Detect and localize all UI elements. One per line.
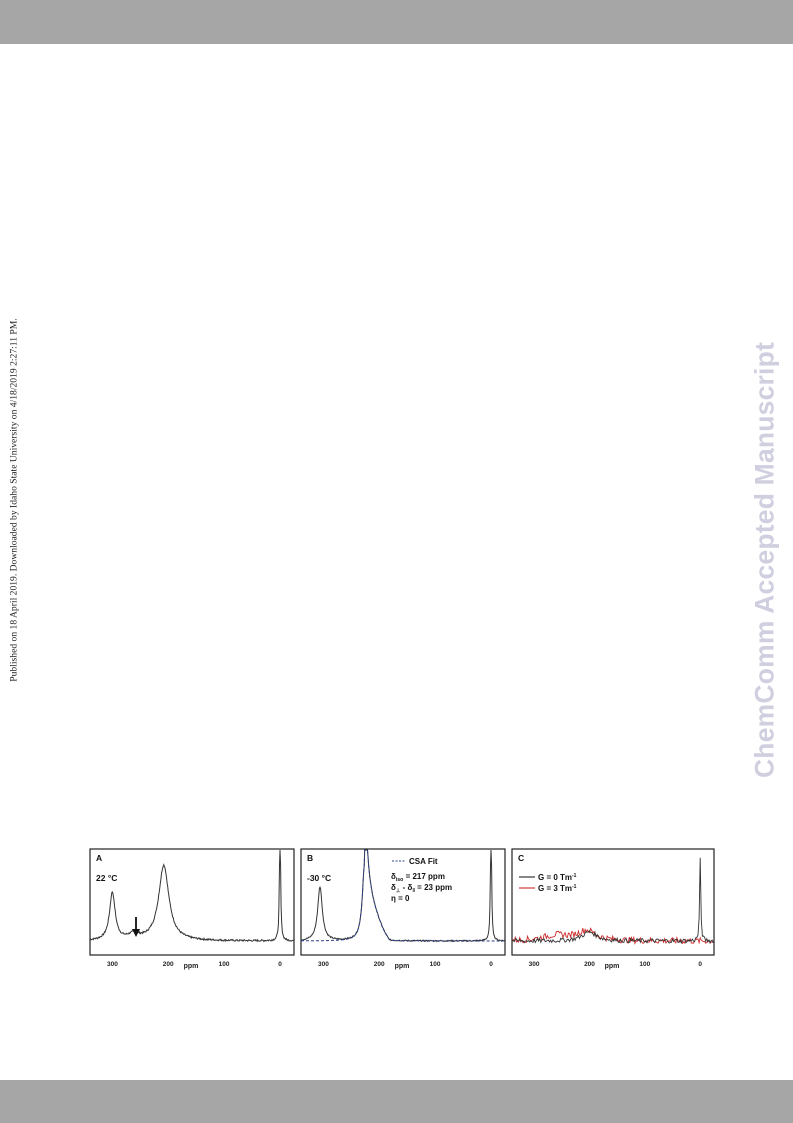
- panel-a-xlabel: ppm: [184, 963, 199, 970]
- panel-b-tick-0: 0: [489, 961, 493, 968]
- panel-c-tick-300: 300: [529, 961, 540, 968]
- panel-b-tick-200: 200: [374, 961, 385, 968]
- panel-b-letter: B: [307, 853, 313, 863]
- panel-c-legend-label-0t: G = 0 Tm-1: [538, 873, 577, 882]
- arrow-icon: [132, 917, 140, 937]
- panel-c-spectrum-0t: [511, 857, 714, 944]
- panel-c-letter: C: [518, 853, 524, 863]
- panel-b-temperature: -30 °C: [307, 873, 331, 883]
- panel-c-tick-0: 0: [698, 961, 702, 968]
- panel-a-tick-200: 200: [163, 961, 174, 968]
- panel-c-tick-100: 100: [639, 961, 650, 968]
- panel-a-tick-0: 0: [278, 961, 282, 968]
- footer-bar: [0, 1080, 793, 1123]
- panel-c-frame: [511, 848, 715, 956]
- panel-b-tick-100: 100: [430, 961, 441, 968]
- panel-b-csa-fit: [301, 849, 505, 942]
- panel-b: B -30 °C CSA Fit δiso = 217 ppm δ⊥ - δǁ …: [300, 848, 506, 970]
- panel-c-spectrum-3t: [511, 927, 714, 945]
- panel-b-tick-300: 300: [318, 961, 329, 968]
- nmr-figure: A 22 °C 300 200 100 0 ppm B -30 °C CSA F…: [88, 845, 716, 973]
- panel-b-param-eta: η = 0: [391, 894, 410, 903]
- panel-a: A 22 °C 300 200 100 0 ppm: [89, 848, 295, 970]
- panel-a-tick-100: 100: [219, 961, 230, 968]
- panel-b-param-iso: δiso = 217 ppm: [391, 872, 445, 883]
- panel-c-tick-200: 200: [584, 961, 595, 968]
- panel-b-frame: [300, 848, 506, 956]
- panel-b-legend-label: CSA Fit: [409, 857, 438, 866]
- publication-note: Published on 18 April 2019. Downloaded b…: [8, 318, 20, 682]
- nmr-figure-svg: A 22 °C 300 200 100 0 ppm B -30 °C CSA F…: [89, 848, 715, 970]
- panel-a-spectrum: [89, 849, 295, 943]
- panel-b-param-aniso: δ⊥ - δǁ = 23 ppm: [391, 883, 452, 894]
- panel-a-letter: A: [96, 853, 102, 863]
- panel-c: C G = 0 Tm-1 G = 3 Tm-1 300 200 100 0 pp…: [511, 848, 715, 970]
- panel-a-frame: [89, 848, 295, 956]
- panel-a-temperature: 22 °C: [96, 873, 117, 883]
- panel-c-xlabel: ppm: [605, 963, 620, 970]
- panel-b-xlabel: ppm: [395, 963, 410, 970]
- accepted-manuscript-watermark: ChemComm Accepted Manuscript: [749, 341, 780, 779]
- header-bar: [0, 0, 793, 44]
- panel-c-legend-label-3t: G = 3 Tm-1: [538, 884, 577, 893]
- panel-a-tick-300: 300: [107, 961, 118, 968]
